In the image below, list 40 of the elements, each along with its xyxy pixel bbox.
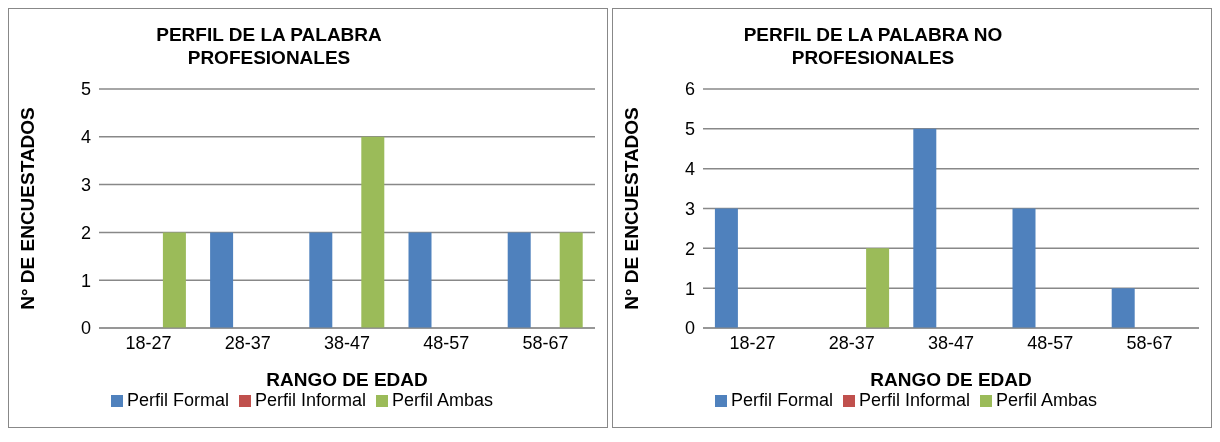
y-tick-label: 4 [684, 159, 695, 180]
y-tick-label: 0 [684, 318, 695, 339]
y-axis-title: N° DE ENCUESTADOS [16, 107, 38, 310]
y-tick-label: 2 [80, 222, 91, 243]
x-tick-label: 58-67 [522, 332, 569, 353]
x-tick-label: 58-67 [1126, 332, 1173, 353]
legend-label: Perfil Formal [730, 390, 833, 410]
x-axis-title: RANGO DE EDAD [266, 369, 428, 390]
x-tick-label: 38-47 [323, 332, 371, 353]
x-tick-label: 28-37 [224, 332, 271, 353]
legend-label: Perfil Informal [858, 390, 970, 410]
bar [866, 248, 890, 328]
y-tick-label: 1 [684, 278, 695, 299]
y-tick-label: 1 [80, 270, 91, 291]
y-tick-label: 3 [684, 198, 695, 219]
legend-label: Perfil Ambas [996, 390, 1098, 410]
x-tick-label: 18-27 [125, 332, 172, 353]
x-tick-label: 48-57 [1027, 332, 1074, 353]
x-tick-label: 48-57 [423, 332, 470, 353]
y-tick-label: 6 [684, 79, 695, 100]
chart-title: PERFIL DE LA PALABRA PROFESIONALES [155, 23, 383, 69]
y-tick-label: 5 [684, 119, 695, 140]
legend-label: Perfil Formal [126, 390, 229, 410]
chart-title: PERFIL DE LA PALABRA NO PROFESIONALES [742, 23, 1004, 69]
bar [1012, 208, 1036, 328]
y-tick-label: 2 [684, 238, 695, 259]
bar [913, 128, 937, 328]
y-tick-label: 5 [80, 79, 91, 100]
y-tick-label: 3 [80, 174, 91, 195]
x-axis-title: RANGO DE EDAD [870, 369, 1032, 390]
bar [1111, 288, 1135, 328]
y-axis-title: N° DE ENCUESTADOS [620, 107, 642, 310]
legend-label: Perfil Ambas [392, 390, 494, 410]
y-tick-label: 4 [80, 127, 91, 148]
y-tick-label: 0 [80, 318, 91, 339]
bar [714, 208, 738, 328]
x-tick-label: 38-47 [927, 332, 975, 353]
x-tick-label: 28-37 [828, 332, 875, 353]
x-tick-label: 18-27 [729, 332, 776, 353]
legend-label: Perfil Informal [254, 390, 366, 410]
